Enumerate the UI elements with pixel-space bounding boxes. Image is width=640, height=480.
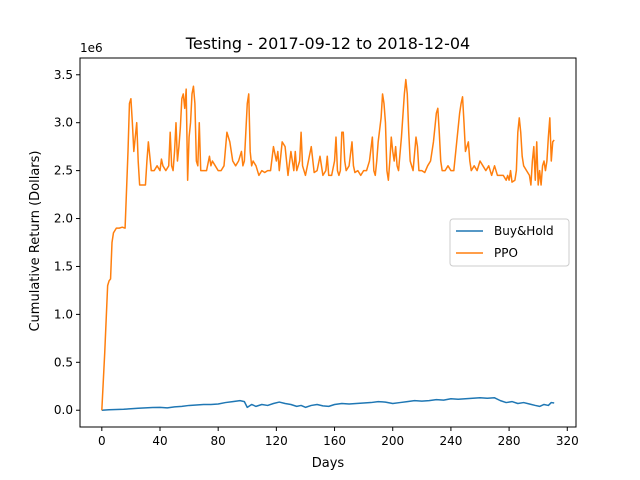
series-line-buy-hold [101,397,555,411]
y-tick-label: 1.0 [54,307,73,321]
x-tick-label: 200 [381,434,404,448]
x-tick-label: 80 [211,434,226,448]
y-tick-label: 0.5 [54,355,73,369]
y-tick-label: 3.5 [54,68,73,82]
y-tick-label: 2.5 [54,164,73,178]
y-tick-label: 0.0 [54,403,73,417]
x-tick-label: 0 [98,434,106,448]
plot-frame [79,57,577,428]
x-tick-label: 120 [265,434,288,448]
x-tick-label: 40 [152,434,167,448]
series-lines [101,78,555,411]
y-axis-offset-label: 1e6 [80,41,103,55]
x-tick-label: 240 [439,434,462,448]
x-tick-label: 160 [323,434,346,448]
series-line-ppo [101,78,555,411]
y-axis-label: Cumulative Return (Dollars) [28,150,43,331]
y-tick-label: 1.5 [54,259,73,273]
legend-label: Buy&Hold [494,224,554,238]
x-axis-label: Days [312,456,345,471]
legend: Buy&Hold PPO [449,218,570,267]
axis-ticks: 0 40 80 120 160 200 240 280 320 0.0 0.5 1.0 1.5 2.0 2.… [54,68,579,448]
chart-title: Testing - 2017-09-12 to 2018-12-04 [185,34,470,53]
legend-label: PPO [494,246,518,260]
y-tick-label: 2.0 [54,212,73,226]
y-tick-label: 3.0 [54,116,73,130]
x-tick-label: 280 [498,434,521,448]
x-tick-label: 320 [556,434,579,448]
